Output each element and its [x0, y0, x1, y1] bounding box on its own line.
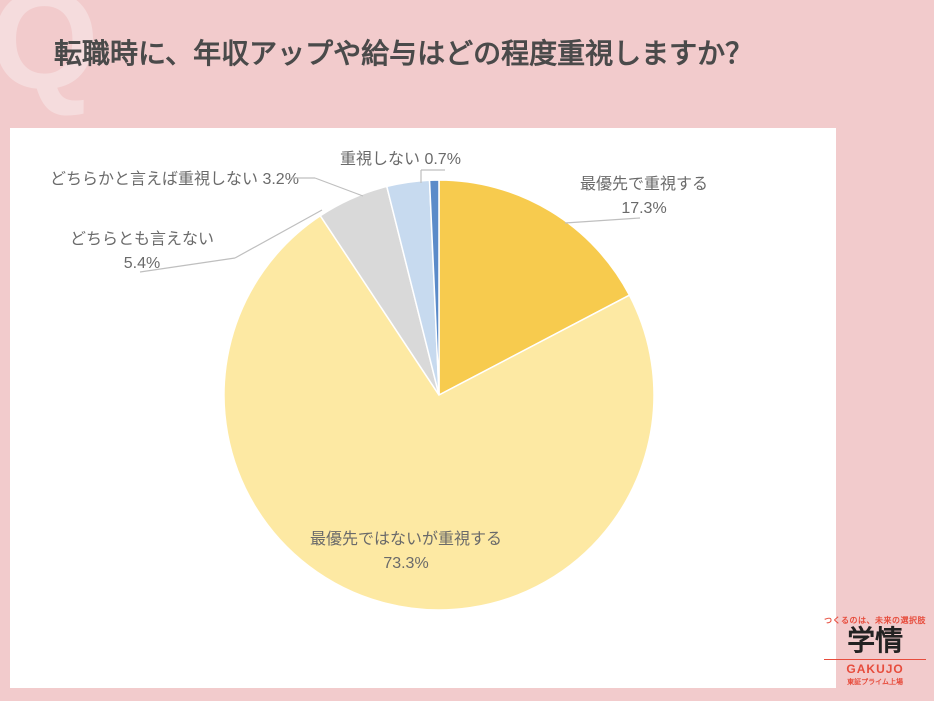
chart-panel: 最優先で重視する 17.3% 最優先ではないが重視する 73.3% どちらとも言…: [10, 128, 836, 688]
slice-label-0-text: 最優先で重視する: [580, 173, 708, 197]
logo-romaji: GAKUJO: [824, 659, 926, 676]
chart-title: 転職時に、年収アップや給与はどの程度重視しますか？: [54, 32, 894, 77]
slice-label-0-value: 17.3%: [580, 197, 708, 221]
logo-kanji: 学情: [824, 626, 926, 657]
slice-label-1-value: 73.3%: [310, 552, 502, 576]
logo-sub: 東証プライム上場: [824, 677, 926, 687]
slice-label-2-value: 5.4%: [70, 252, 214, 276]
slice-label-2-text: どちらとも言えない: [70, 228, 214, 252]
slice-label-1: 最優先ではないが重視する 73.3%: [310, 528, 502, 576]
brand-logo: つくるのは、未来の選択肢 学情 GAKUJO 東証プライム上場: [824, 615, 926, 687]
slice-label-4: 重視しない 0.7%: [340, 148, 461, 172]
slice-label-4-text: 重視しない 0.7%: [340, 151, 461, 168]
slice-label-3: どちらかと言えば重視しない 3.2%: [50, 168, 299, 192]
slice-label-2: どちらとも言えない 5.4%: [70, 228, 214, 276]
slice-label-0: 最優先で重視する 17.3%: [580, 173, 708, 221]
slice-label-3-text: どちらかと言えば重視しない 3.2%: [50, 171, 299, 188]
slice-label-1-text: 最優先ではないが重視する: [310, 528, 502, 552]
